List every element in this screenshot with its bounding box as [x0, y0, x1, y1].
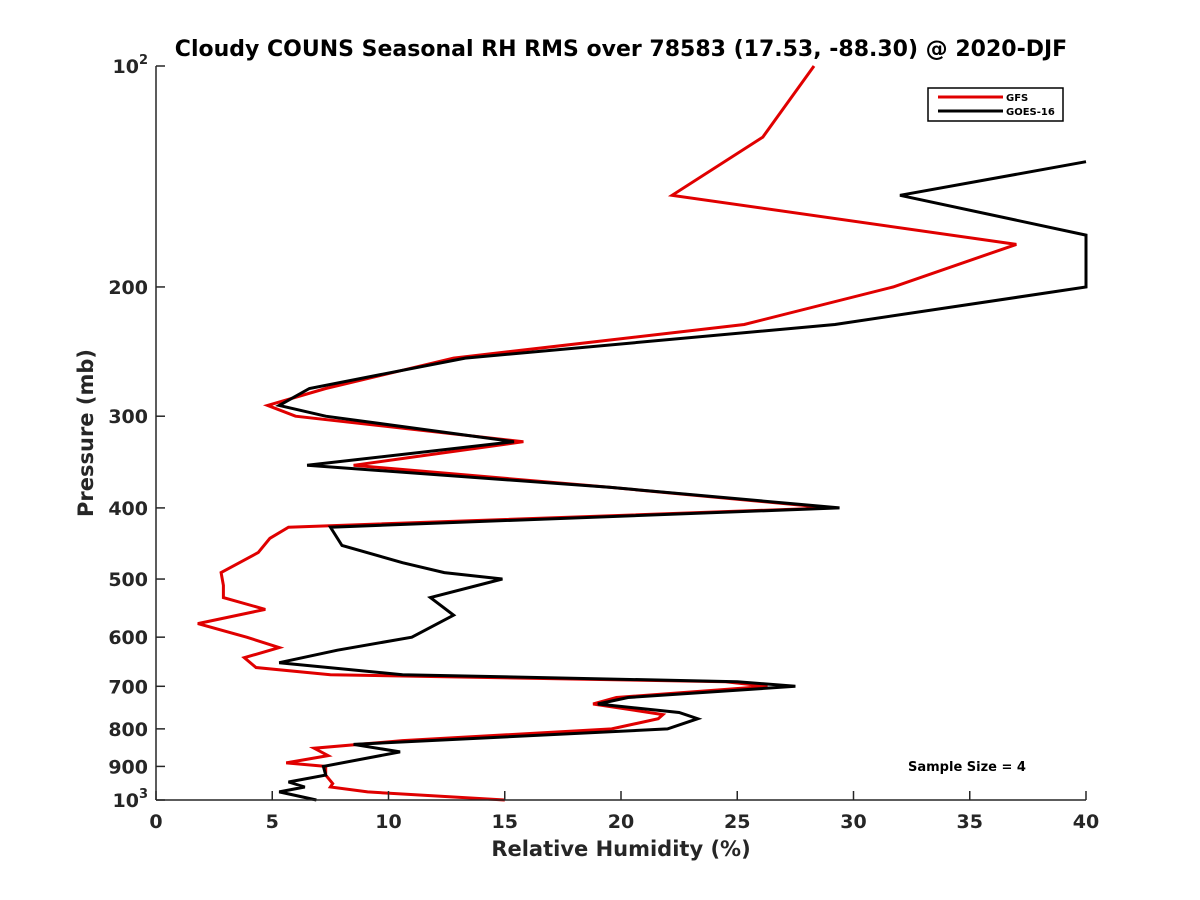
y-tick-label: 700	[108, 676, 148, 698]
y-tick-label-exponent: 3	[139, 787, 148, 802]
legend-label-goes16: GOES-16	[1006, 107, 1055, 118]
y-tick-label: 102	[113, 53, 149, 78]
x-tick-label: 30	[840, 811, 866, 833]
y-tick-label-exponent: 2	[139, 53, 148, 68]
y-tick-label: 300	[108, 406, 148, 428]
x-tick-label: 15	[492, 811, 518, 833]
x-axis-label: Relative Humidity (%)	[491, 837, 750, 861]
x-tick-label: 5	[266, 811, 279, 833]
y-tick-label: 600	[108, 627, 148, 649]
x-tick-label: 20	[608, 811, 634, 833]
plot-area: 0 5 10 15 20 25 30 35 40 10220030040050060070080…	[108, 53, 1099, 833]
plot-background	[156, 66, 1086, 800]
x-tick-label: 40	[1073, 811, 1099, 833]
sample-size-annotation: Sample Size = 4	[908, 760, 1026, 775]
y-tick-label: 800	[108, 719, 148, 741]
x-axis-ticks: 0 5 10 15 20 25 30 35 40	[149, 791, 1099, 833]
y-tick-label: 103	[113, 787, 149, 812]
series-line-gfs	[197, 65, 1017, 802]
y-tick-label-base: 10	[113, 790, 139, 812]
y-tick-label: 400	[108, 498, 148, 520]
x-tick-label: 25	[724, 811, 750, 833]
legend: GFS GOES-16	[927, 87, 1064, 122]
x-tick-label: 0	[149, 811, 162, 833]
x-tick-label: 35	[957, 811, 983, 833]
series-line-goes16	[275, 160, 1088, 802]
y-tick-label: 900	[108, 756, 148, 778]
legend-label-gfs: GFS	[1006, 93, 1028, 104]
y-axis-label: Pressure (mb)	[74, 349, 98, 517]
series-layer	[197, 65, 1088, 802]
chart-title: Cloudy COUNS Seasonal RH RMS over 78583 …	[175, 37, 1067, 62]
y-tick-label: 500	[108, 569, 148, 591]
legend-box	[927, 87, 1064, 122]
x-tick-label: 10	[375, 811, 401, 833]
y-tick-label: 200	[108, 277, 148, 299]
y-tick-label-base: 10	[113, 56, 139, 78]
